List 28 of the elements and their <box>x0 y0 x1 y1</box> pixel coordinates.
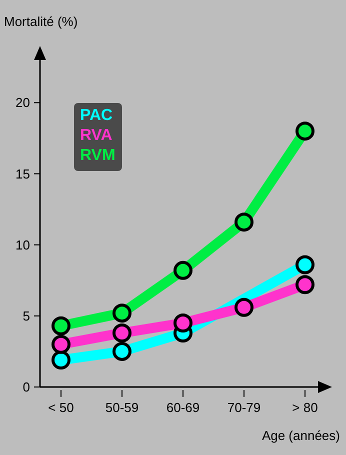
point <box>234 298 254 317</box>
text: PAC <box>80 107 114 124</box>
y-tick-label: 15 <box>16 166 30 182</box>
point <box>112 342 132 361</box>
x-tick-label: 70-79 <box>227 400 261 415</box>
point <box>112 304 132 323</box>
x-tick-label: > 80 <box>292 400 318 415</box>
y-tick-label: 10 <box>16 237 30 252</box>
point <box>174 314 192 333</box>
point <box>234 212 254 232</box>
x-tick-label: 60-69 <box>166 400 200 415</box>
x-axis-title: Age (années) <box>262 428 340 443</box>
y-tick-label: 0 <box>22 380 30 395</box>
point <box>296 255 314 274</box>
text: RVA <box>80 127 113 144</box>
point <box>174 260 192 280</box>
y-axis-title: Mortalité (%) <box>4 14 78 29</box>
y-tick-label: 20 <box>16 95 30 110</box>
x-tick-label: < 50 <box>48 400 74 415</box>
text: RVM <box>80 147 116 164</box>
y-tick-label: 5 <box>22 308 30 324</box>
point <box>296 275 314 294</box>
x-tick-label: 50-59 <box>105 400 139 415</box>
point <box>112 323 132 342</box>
point <box>52 350 70 370</box>
point <box>296 122 314 141</box>
point <box>52 316 70 336</box>
point <box>52 334 70 354</box>
